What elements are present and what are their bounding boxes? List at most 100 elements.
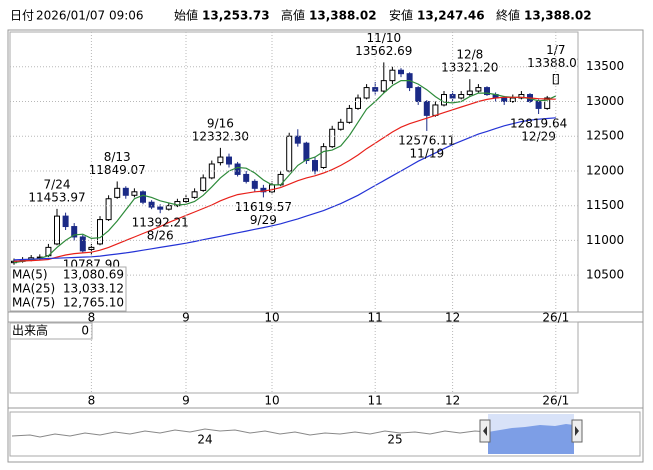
navigator-selection — [488, 424, 574, 454]
y-tick-label: 11500 — [586, 198, 624, 212]
y-tick-label: 10500 — [586, 268, 624, 282]
candle-body — [432, 104, 439, 116]
annotation-date: 9/29 — [250, 213, 277, 227]
info-value: 13,253.73 — [202, 9, 270, 23]
candle-body — [320, 146, 327, 168]
x-tick-label: 9 — [182, 394, 190, 408]
navigator-year: 25 — [387, 433, 402, 447]
candle-body — [251, 180, 258, 189]
annotation-value: 13562.69 — [355, 44, 412, 58]
candle-body — [131, 191, 138, 196]
x-tick-label: 10 — [264, 311, 279, 325]
candle-body — [105, 198, 112, 221]
legend-value: 13,033.12 — [63, 282, 124, 296]
candle-body — [329, 128, 336, 148]
legend-name: MA(5) — [12, 268, 48, 282]
candle-body — [217, 156, 224, 164]
annotation-date: 12/8 — [456, 48, 483, 62]
candle-body — [552, 74, 559, 85]
candle-body — [54, 215, 60, 245]
candle-body — [398, 69, 404, 75]
x-tick-label: 26/1 — [542, 311, 569, 325]
ma-line — [13, 96, 556, 262]
candle-body — [518, 94, 525, 99]
x-tick-label: 26/1 — [542, 394, 569, 408]
info-value: 13,388.02 — [309, 9, 377, 23]
candle-body — [535, 100, 542, 109]
annotation-date: 8/13 — [104, 150, 131, 164]
x-tick-label: 12 — [445, 311, 460, 325]
annotation-date: 9/16 — [207, 116, 234, 130]
candle-body — [337, 121, 344, 130]
info-label: 日付 — [10, 9, 34, 23]
plot-layer: 7/2411453.9710787.908/1311849.0711392.21… — [11, 31, 578, 272]
legend-name: MA(25) — [12, 282, 55, 296]
candle-body — [312, 160, 318, 172]
y-tick-label: 13000 — [586, 94, 624, 108]
candle-body — [165, 205, 172, 210]
candle-body — [346, 107, 353, 123]
legend-value: 13,080.69 — [63, 268, 124, 282]
arrow-icon — [483, 426, 487, 436]
annotation-value: 13321.20 — [441, 61, 498, 75]
info-label: 終値 — [496, 8, 520, 23]
x-tick-label: 9 — [182, 311, 190, 325]
candle-body — [234, 163, 241, 175]
arrow-icon — [575, 426, 579, 436]
candle-body — [200, 177, 207, 191]
candle-body — [475, 87, 482, 92]
info-value: 13,247.46 — [417, 9, 485, 23]
annotation-value: 11849.07 — [89, 163, 146, 177]
candle-body — [260, 187, 267, 193]
info-value: 2026/01/07 09:06 — [36, 9, 144, 23]
y-tick-label: 12500 — [586, 129, 624, 143]
x-tick-label: 10 — [264, 394, 279, 408]
volume-label: 出来高 — [12, 323, 48, 338]
legend-name: MA(75) — [12, 296, 55, 310]
candle-body — [294, 135, 301, 144]
info-label: 高値 — [281, 8, 305, 23]
x-tick-label: 8 — [88, 394, 96, 408]
y-tick-label: 13500 — [586, 59, 624, 73]
candle-body — [62, 215, 69, 228]
info-label: 安値 — [389, 8, 413, 23]
info-value: 13,388.02 — [524, 9, 592, 23]
x-tick-label: 11 — [368, 311, 383, 325]
x-tick-label: 12 — [445, 394, 460, 408]
candle-body — [157, 206, 164, 210]
candle-body — [97, 219, 103, 245]
x-tick-label: 11 — [368, 394, 383, 408]
candle-body — [286, 135, 293, 172]
x-tick-label: 8 — [88, 311, 96, 325]
annotation-date: 11/10 — [367, 31, 402, 45]
y-tick-label: 0 — [81, 324, 89, 338]
ma-line — [13, 80, 557, 264]
candle-body — [122, 187, 129, 196]
candle-body — [509, 97, 516, 102]
candle-body — [458, 94, 465, 99]
candle-body — [174, 201, 181, 207]
candle-body — [466, 90, 473, 96]
candle-body — [441, 94, 447, 106]
annotation-value: 12819.64 — [510, 117, 567, 131]
y-tick-label: 11000 — [586, 233, 624, 247]
candle-body — [415, 87, 422, 102]
candle-body — [363, 87, 370, 99]
y-tick-label: 12000 — [586, 163, 624, 177]
navigator-history — [11, 428, 489, 438]
candle-body — [71, 226, 78, 238]
annotation-value: 11619.57 — [235, 200, 292, 214]
candle-body — [140, 191, 146, 203]
volume-plot — [9, 321, 579, 394]
candle-body — [423, 100, 430, 116]
candle-body — [380, 80, 387, 92]
candle-body — [544, 97, 551, 109]
legend-box — [9, 266, 127, 312]
navigator-year: 24 — [197, 433, 212, 447]
annotation-date: 11/19 — [410, 146, 445, 160]
candle-body — [191, 191, 198, 198]
candle-body — [501, 97, 508, 102]
annotation-value: 12576.11 — [398, 133, 455, 147]
